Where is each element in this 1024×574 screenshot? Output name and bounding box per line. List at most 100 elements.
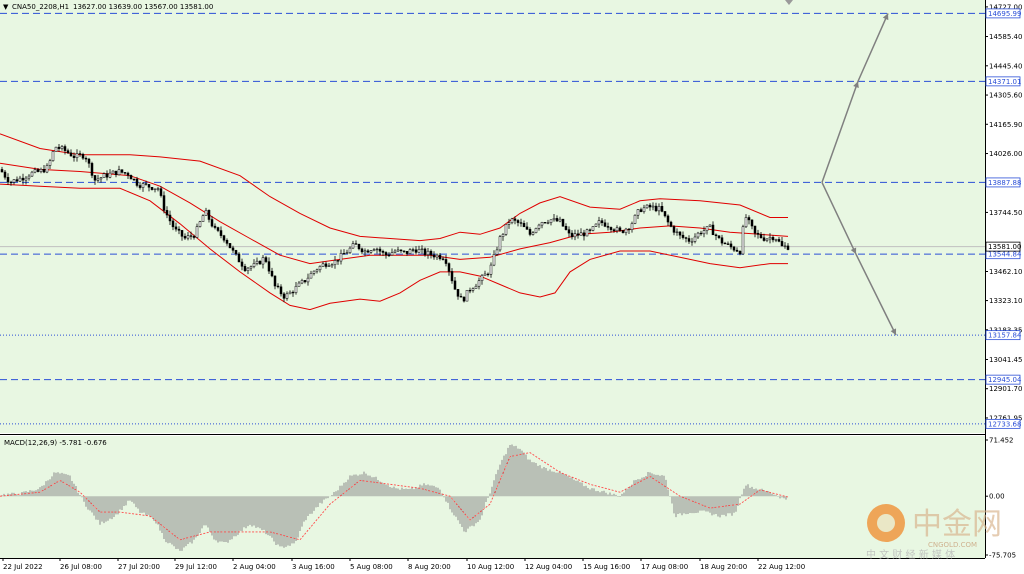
candle-body [399,249,403,252]
candle-body [339,253,343,262]
candle [603,219,607,228]
candle-body [711,224,715,236]
candle-body [672,226,676,233]
candle [411,247,415,253]
candle-body [633,214,637,224]
candle [321,261,325,267]
candle-body [531,232,535,235]
candle-body [726,243,730,245]
candle [753,225,757,238]
candle [48,158,52,169]
candle-body [438,254,442,260]
candle [573,229,577,241]
candle [609,226,613,233]
candle [300,278,304,285]
candle [537,223,541,231]
candle-body [126,172,130,176]
candle-body [681,234,685,238]
candle [510,217,514,225]
candle-body [111,170,115,174]
candle [372,248,376,252]
candle [549,219,553,226]
candle-body [141,183,145,188]
candle-body [165,210,169,216]
candle-body [93,175,97,181]
macd-tick-label: 71.452 [989,437,1014,445]
candle [270,267,274,278]
candle [435,253,439,260]
candle-body [207,210,211,220]
candle-body [252,263,256,267]
candle-body [468,289,472,292]
candle-body [462,296,466,302]
candle [387,252,391,258]
candle-body [474,285,478,289]
candle-body [168,214,172,222]
candle [369,250,373,254]
candle [567,226,571,238]
candle [27,174,31,181]
candle [531,231,535,236]
candle-body [525,226,529,230]
candle-body [417,249,421,253]
candle-body [42,169,46,173]
candle-body [0,169,4,173]
candle [552,213,556,222]
candle [45,163,49,174]
candle-body [180,230,184,237]
shift-marker-icon[interactable] [785,0,793,5]
candle [627,228,631,235]
candle-body [606,226,610,228]
candle [264,255,268,264]
candle [84,156,88,163]
candle [33,167,37,174]
candle [36,168,40,173]
candle [69,149,73,157]
candle [315,268,319,274]
candle [318,265,322,273]
candle-body [129,175,133,180]
candle-body [24,177,28,181]
candle [18,175,22,183]
candle-body [336,260,340,262]
candle-body [21,177,25,181]
candle [615,225,619,234]
current-price-tag: 13581.00 [985,241,1021,252]
candle [777,237,781,243]
candle-body [84,157,88,160]
candle [162,191,166,214]
candle-body [156,188,160,190]
candle [246,267,250,275]
candle-body [495,249,499,255]
level-tag-box [985,374,1021,385]
candle [501,232,505,241]
candle-body [114,170,118,176]
current-price-label: 13581.00 [988,243,1021,251]
candle-body [450,271,454,282]
candle-body [774,239,778,241]
candle [393,249,397,254]
candle-body [609,227,613,230]
candle [651,202,655,211]
candle-body [30,171,34,177]
candle [519,218,523,227]
candle [693,233,697,244]
candle [132,178,136,181]
candle [606,222,610,231]
candle-body [69,152,73,157]
candle-body [408,249,412,254]
level-tag: 13887.88 [985,177,1021,188]
candle [639,207,643,213]
level-tag-label: 13157.84 [988,332,1022,340]
collapse-arrow-icon[interactable]: ▼ [3,3,9,11]
arrow-head-icon [850,247,857,255]
candle-body [585,229,589,237]
candle-body [54,146,58,152]
candle-body [222,235,226,241]
candle-body [756,232,760,235]
price-tick-label: 12761.95 [989,414,1022,422]
candle [648,203,652,211]
candle [375,247,379,254]
candle [180,230,184,241]
